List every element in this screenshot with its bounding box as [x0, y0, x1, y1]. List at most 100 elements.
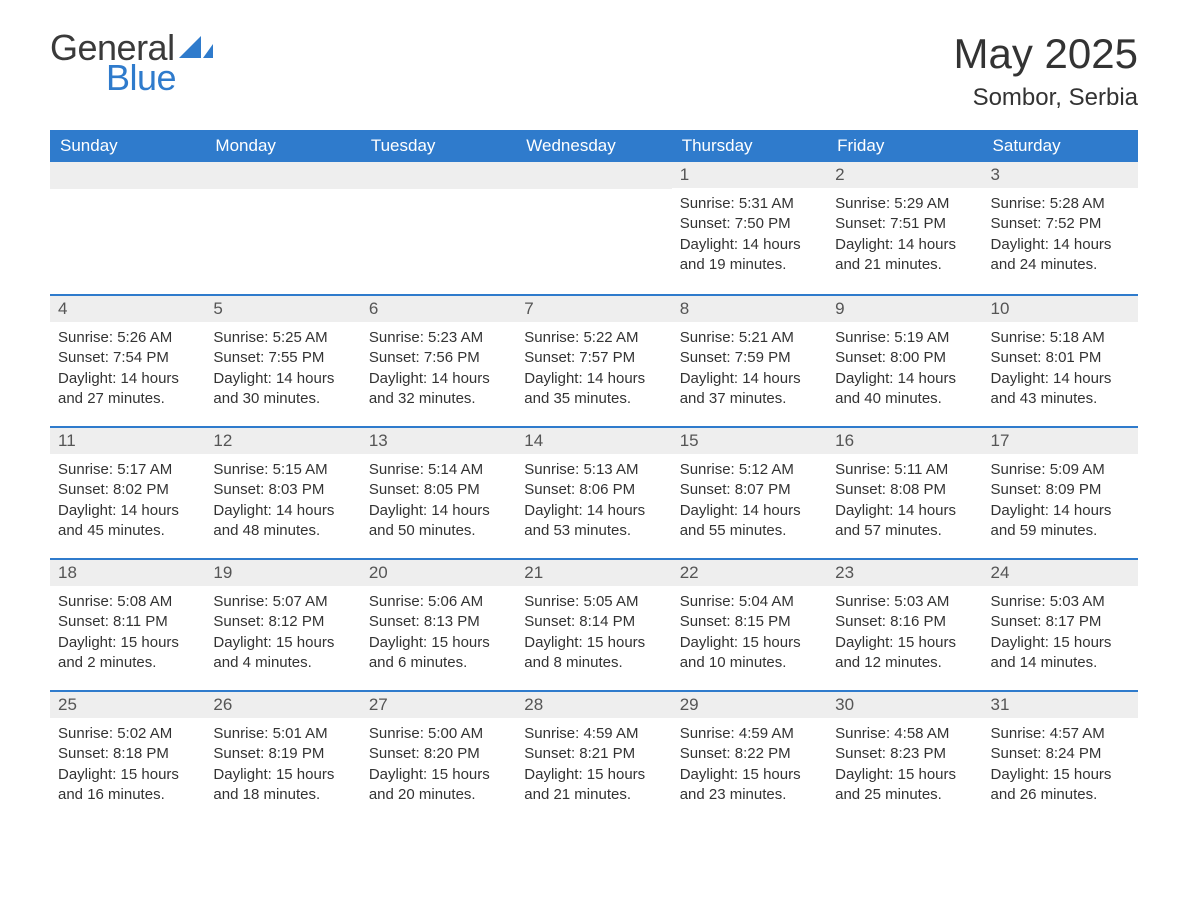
sunrise-line: Sunrise: 5:00 AM	[369, 724, 508, 744]
calendar-day-empty	[361, 162, 516, 294]
calendar-day: 14Sunrise: 5:13 AMSunset: 8:06 PMDayligh…	[516, 428, 671, 558]
sunrise-line: Sunrise: 5:26 AM	[58, 328, 197, 348]
sunrise-line: Sunrise: 5:03 AM	[835, 592, 974, 612]
calendar-day: 5Sunrise: 5:25 AMSunset: 7:55 PMDaylight…	[205, 296, 360, 426]
sunset-line: Sunset: 8:20 PM	[369, 744, 508, 764]
calendar-week: 18Sunrise: 5:08 AMSunset: 8:11 PMDayligh…	[50, 558, 1138, 690]
day-details	[50, 189, 205, 279]
calendar-day: 30Sunrise: 4:58 AMSunset: 8:23 PMDayligh…	[827, 692, 982, 822]
day-details: Sunrise: 5:07 AMSunset: 8:12 PMDaylight:…	[205, 586, 360, 687]
sunset-line: Sunset: 8:11 PM	[58, 612, 197, 632]
day-number: 30	[827, 692, 982, 718]
calendar-day: 6Sunrise: 5:23 AMSunset: 7:56 PMDaylight…	[361, 296, 516, 426]
calendar-day: 29Sunrise: 4:59 AMSunset: 8:22 PMDayligh…	[672, 692, 827, 822]
day-details: Sunrise: 5:19 AMSunset: 8:00 PMDaylight:…	[827, 322, 982, 423]
sunset-line: Sunset: 8:13 PM	[369, 612, 508, 632]
daylight-line: Daylight: 14 hours and 57 minutes.	[835, 501, 974, 542]
calendar-day: 21Sunrise: 5:05 AMSunset: 8:14 PMDayligh…	[516, 560, 671, 690]
calendar-day: 7Sunrise: 5:22 AMSunset: 7:57 PMDaylight…	[516, 296, 671, 426]
day-number: 6	[361, 296, 516, 322]
sunrise-line: Sunrise: 5:14 AM	[369, 460, 508, 480]
sunset-line: Sunset: 8:22 PM	[680, 744, 819, 764]
sunset-line: Sunset: 7:59 PM	[680, 348, 819, 368]
daylight-line: Daylight: 15 hours and 8 minutes.	[524, 633, 663, 674]
weekday-header: Friday	[827, 130, 982, 162]
sunrise-line: Sunrise: 5:31 AM	[680, 194, 819, 214]
day-details: Sunrise: 5:04 AMSunset: 8:15 PMDaylight:…	[672, 586, 827, 687]
calendar-day: 10Sunrise: 5:18 AMSunset: 8:01 PMDayligh…	[983, 296, 1138, 426]
daylight-line: Daylight: 14 hours and 19 minutes.	[680, 235, 819, 276]
day-number: 7	[516, 296, 671, 322]
sunset-line: Sunset: 7:55 PM	[213, 348, 352, 368]
day-details: Sunrise: 5:25 AMSunset: 7:55 PMDaylight:…	[205, 322, 360, 423]
calendar-day: 4Sunrise: 5:26 AMSunset: 7:54 PMDaylight…	[50, 296, 205, 426]
day-details: Sunrise: 5:12 AMSunset: 8:07 PMDaylight:…	[672, 454, 827, 555]
weekday-header: Wednesday	[516, 130, 671, 162]
daylight-line: Daylight: 15 hours and 12 minutes.	[835, 633, 974, 674]
calendar-week: 1Sunrise: 5:31 AMSunset: 7:50 PMDaylight…	[50, 162, 1138, 294]
day-number: 5	[205, 296, 360, 322]
sunset-line: Sunset: 8:01 PM	[991, 348, 1130, 368]
calendar-day: 20Sunrise: 5:06 AMSunset: 8:13 PMDayligh…	[361, 560, 516, 690]
sunrise-line: Sunrise: 5:13 AM	[524, 460, 663, 480]
brand-logo: General Blue	[50, 30, 213, 96]
sunrise-line: Sunrise: 5:29 AM	[835, 194, 974, 214]
page-title: May 2025	[954, 30, 1138, 78]
day-details	[361, 189, 516, 279]
daylight-line: Daylight: 15 hours and 16 minutes.	[58, 765, 197, 806]
calendar: SundayMondayTuesdayWednesdayThursdayFrid…	[50, 130, 1138, 822]
calendar-day: 26Sunrise: 5:01 AMSunset: 8:19 PMDayligh…	[205, 692, 360, 822]
sunrise-line: Sunrise: 5:15 AM	[213, 460, 352, 480]
calendar-day: 13Sunrise: 5:14 AMSunset: 8:05 PMDayligh…	[361, 428, 516, 558]
daylight-line: Daylight: 14 hours and 40 minutes.	[835, 369, 974, 410]
day-details: Sunrise: 5:22 AMSunset: 7:57 PMDaylight:…	[516, 322, 671, 423]
sunrise-line: Sunrise: 5:21 AM	[680, 328, 819, 348]
sunset-line: Sunset: 8:15 PM	[680, 612, 819, 632]
sunset-line: Sunset: 8:05 PM	[369, 480, 508, 500]
day-details	[205, 189, 360, 279]
daylight-line: Daylight: 14 hours and 43 minutes.	[991, 369, 1130, 410]
calendar-day-empty	[516, 162, 671, 294]
calendar-day: 31Sunrise: 4:57 AMSunset: 8:24 PMDayligh…	[983, 692, 1138, 822]
calendar-week: 25Sunrise: 5:02 AMSunset: 8:18 PMDayligh…	[50, 690, 1138, 822]
sunrise-line: Sunrise: 5:18 AM	[991, 328, 1130, 348]
day-number: 3	[983, 162, 1138, 188]
calendar-day: 22Sunrise: 5:04 AMSunset: 8:15 PMDayligh…	[672, 560, 827, 690]
daylight-line: Daylight: 15 hours and 6 minutes.	[369, 633, 508, 674]
day-number: 27	[361, 692, 516, 718]
daylight-line: Daylight: 14 hours and 30 minutes.	[213, 369, 352, 410]
day-number: 17	[983, 428, 1138, 454]
sunset-line: Sunset: 8:12 PM	[213, 612, 352, 632]
sunset-line: Sunset: 8:07 PM	[680, 480, 819, 500]
day-details: Sunrise: 5:18 AMSunset: 8:01 PMDaylight:…	[983, 322, 1138, 423]
sunset-line: Sunset: 8:16 PM	[835, 612, 974, 632]
day-details: Sunrise: 5:15 AMSunset: 8:03 PMDaylight:…	[205, 454, 360, 555]
sunset-line: Sunset: 8:14 PM	[524, 612, 663, 632]
calendar-day: 8Sunrise: 5:21 AMSunset: 7:59 PMDaylight…	[672, 296, 827, 426]
sunset-line: Sunset: 7:57 PM	[524, 348, 663, 368]
sunset-line: Sunset: 7:52 PM	[991, 214, 1130, 234]
day-details	[516, 189, 671, 279]
day-number: 25	[50, 692, 205, 718]
day-number: 11	[50, 428, 205, 454]
day-number	[516, 162, 671, 189]
daylight-line: Daylight: 14 hours and 45 minutes.	[58, 501, 197, 542]
day-number	[50, 162, 205, 189]
day-number: 9	[827, 296, 982, 322]
sunset-line: Sunset: 8:08 PM	[835, 480, 974, 500]
calendar-day: 2Sunrise: 5:29 AMSunset: 7:51 PMDaylight…	[827, 162, 982, 294]
sunrise-line: Sunrise: 5:11 AM	[835, 460, 974, 480]
calendar-day: 9Sunrise: 5:19 AMSunset: 8:00 PMDaylight…	[827, 296, 982, 426]
day-details: Sunrise: 5:06 AMSunset: 8:13 PMDaylight:…	[361, 586, 516, 687]
sunrise-line: Sunrise: 4:57 AM	[991, 724, 1130, 744]
day-details: Sunrise: 5:13 AMSunset: 8:06 PMDaylight:…	[516, 454, 671, 555]
sunset-line: Sunset: 8:02 PM	[58, 480, 197, 500]
daylight-line: Daylight: 14 hours and 48 minutes.	[213, 501, 352, 542]
sunrise-line: Sunrise: 5:28 AM	[991, 194, 1130, 214]
day-details: Sunrise: 4:57 AMSunset: 8:24 PMDaylight:…	[983, 718, 1138, 819]
daylight-line: Daylight: 14 hours and 24 minutes.	[991, 235, 1130, 276]
day-number	[361, 162, 516, 189]
day-number: 8	[672, 296, 827, 322]
sunset-line: Sunset: 8:24 PM	[991, 744, 1130, 764]
day-number: 31	[983, 692, 1138, 718]
